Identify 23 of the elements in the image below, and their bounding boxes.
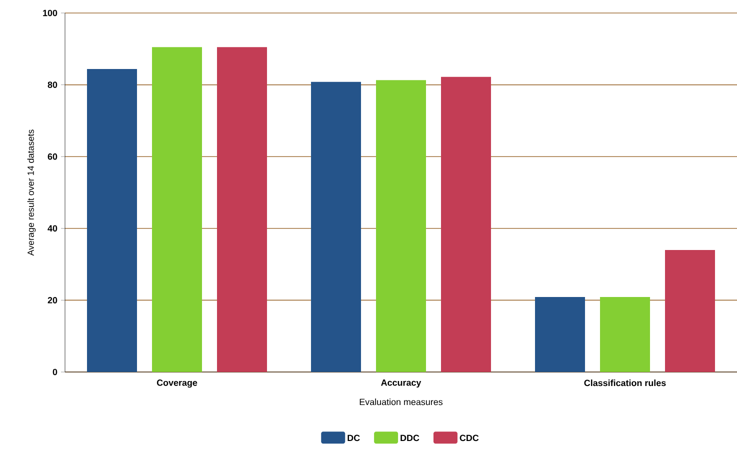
y-tick-label: 20	[48, 297, 58, 304]
x-tick-label: Accuracy	[381, 380, 422, 388]
bar	[87, 69, 137, 372]
bar	[535, 296, 586, 372]
bar	[311, 82, 362, 372]
y-tick-label: 0	[52, 368, 58, 376]
bar	[376, 80, 426, 372]
bar	[665, 250, 716, 372]
bar	[600, 296, 650, 372]
x-tick-label: Classification rules	[584, 380, 666, 386]
y-tick-label: 40	[48, 225, 58, 232]
bar	[217, 47, 268, 372]
bar	[152, 47, 202, 372]
legend-label: DC	[348, 434, 360, 442]
x-axis-title: Evaluation measures	[360, 398, 443, 406]
y-axis-title: Average result over 14 datasets	[27, 130, 36, 256]
x-tick-label: Coverage	[156, 380, 198, 388]
legend-label: DDC	[400, 434, 420, 442]
y-tick-label: 100	[43, 10, 58, 16]
y-tick-label: 80	[48, 82, 58, 88]
legend-label: CDC	[460, 434, 479, 442]
y-tick-label: 60	[48, 153, 58, 160]
bar	[441, 76, 492, 372]
